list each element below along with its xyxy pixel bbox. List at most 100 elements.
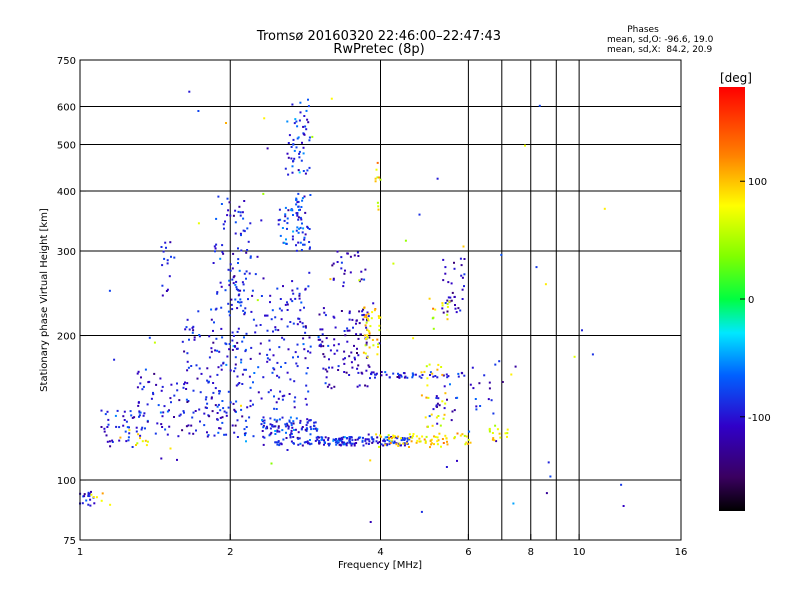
data-point [333,385,336,388]
data-point [231,424,234,427]
data-point [436,443,439,446]
data-point [367,438,370,441]
data-point [440,366,443,368]
data-point [369,521,372,523]
data-point [421,374,424,376]
data-point [512,502,515,505]
data-point [321,340,324,343]
data-point [214,404,217,407]
data-point [136,442,139,445]
data-point [581,329,583,332]
data-point [301,141,303,144]
data-point [443,385,446,388]
data-point [367,443,370,445]
data-point [234,367,237,370]
data-point [237,294,240,297]
data-point [277,426,280,429]
data-point [416,439,419,442]
data-point [305,441,308,443]
data-point [340,261,343,264]
data-point [293,157,296,160]
data-point [234,232,237,235]
data-point [376,176,379,179]
data-point [160,457,163,460]
data-point [445,437,448,440]
data-point [230,303,233,306]
data-point [442,311,445,314]
data-point [275,408,278,410]
data-point [356,438,359,441]
data-point [491,438,494,441]
data-point [406,376,409,379]
data-point [298,292,301,295]
data-point [446,310,449,313]
data-point [297,216,300,219]
data-point [234,424,237,427]
data-point [304,125,307,128]
data-point [345,444,348,447]
data-point [292,422,295,425]
data-point [234,298,237,301]
data-point [198,367,201,370]
data-point [353,444,356,447]
data-point [316,428,319,431]
data-point [367,364,370,367]
data-point [323,443,325,446]
data-point [250,310,253,313]
x-tick-label: 10 [573,547,586,558]
data-point [118,439,121,442]
data-point [301,197,304,200]
data-point [392,372,395,375]
data-point [300,218,303,221]
data-point [225,122,227,124]
data-point [461,276,464,279]
data-point [170,383,173,386]
data-point [306,442,309,445]
data-point [144,368,147,371]
data-point [408,446,410,448]
data-point [363,278,366,281]
data-point [255,324,258,327]
data-point [187,424,190,427]
data-point [367,315,370,318]
data-point [288,134,291,137]
data-point [242,283,245,286]
data-point [141,426,144,429]
data-point [362,436,364,439]
data-point [191,331,194,334]
data-point [198,334,201,336]
data-point [276,419,279,422]
data-point [432,408,435,411]
data-point [386,443,389,446]
data-point [340,310,343,312]
data-point [162,411,165,414]
data-point [286,120,289,123]
data-point [297,355,299,358]
data-point [321,436,324,439]
data-point [326,385,329,388]
data-point [259,342,262,345]
data-point [442,279,445,282]
data-point [203,412,206,415]
data-point [355,442,358,444]
data-point [450,282,453,285]
data-point [262,277,265,280]
data-point [212,391,215,394]
data-point [290,146,293,148]
data-point [446,305,449,308]
data-point [284,215,287,218]
data-point [369,459,372,462]
data-point [292,420,295,423]
data-point [295,199,298,201]
data-point [304,325,307,328]
data-point [90,490,92,493]
data-point [316,435,319,438]
data-point [392,262,395,265]
data-point [544,283,547,286]
data-point [369,377,371,380]
data-point [297,241,300,244]
data-point [364,352,367,355]
data-point [274,433,277,435]
data-point [353,344,355,347]
data-point [291,235,294,238]
